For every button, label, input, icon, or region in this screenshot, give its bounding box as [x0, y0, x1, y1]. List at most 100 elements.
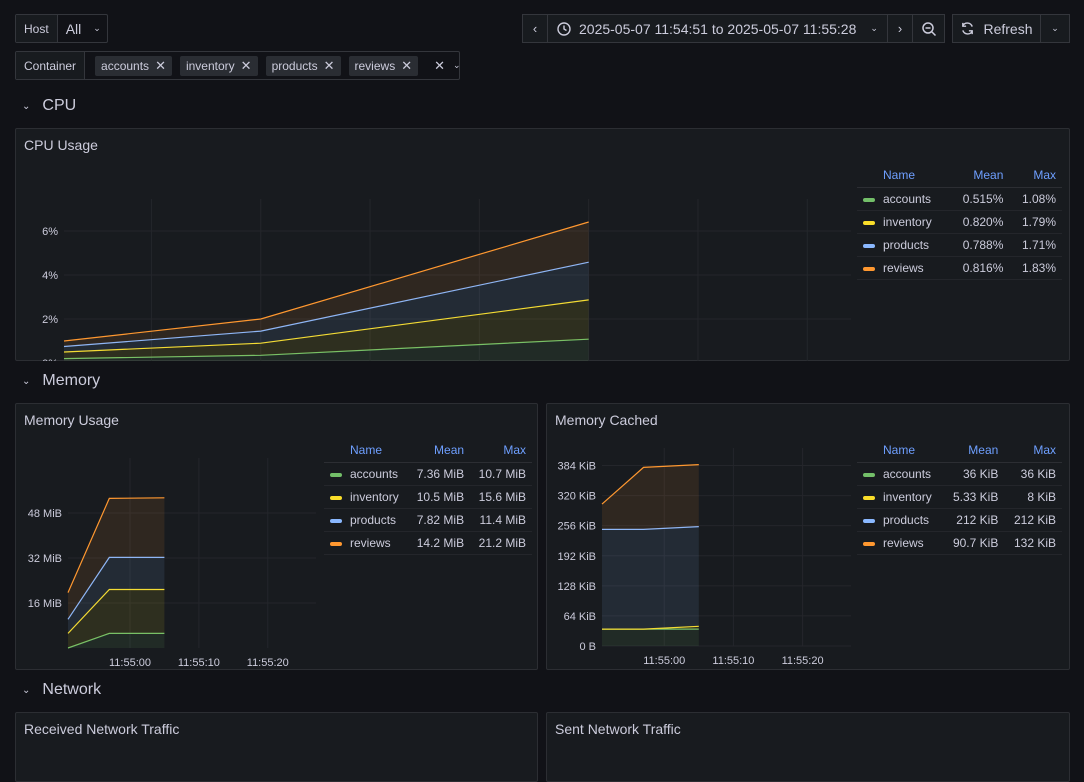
legend-row[interactable]: accounts 36 KiB 36 KiB: [857, 462, 1062, 486]
row-cpu[interactable]: ⌄ CPU: [22, 97, 76, 115]
legend-row[interactable]: products 212 KiB 212 KiB: [857, 508, 1062, 532]
host-variable[interactable]: Host All ⌄: [15, 14, 108, 43]
host-select[interactable]: All ⌄: [58, 15, 109, 42]
series-name: products: [350, 513, 397, 527]
legend-header-name[interactable]: Name: [857, 163, 950, 188]
remove-chip-icon[interactable]: ✕: [323, 57, 335, 73]
container-variable[interactable]: Container accounts ✕ inventory ✕ products ✕…: [15, 51, 461, 80]
series-max: 10.7 MiB: [470, 462, 532, 486]
series-name: reviews: [350, 536, 391, 550]
row-cpu-title: CPU: [42, 97, 77, 114]
y-tick-label: 4%: [42, 270, 58, 282]
legend-row[interactable]: accounts 7.36 MiB 10.7 MiB: [324, 462, 532, 486]
zoom-out-button[interactable]: [912, 14, 945, 43]
series-mean: 36 KiB: [943, 462, 1005, 486]
y-tick-label: 128 KiB: [557, 581, 596, 593]
legend-header-max[interactable]: Max: [1009, 163, 1062, 188]
container-chip-reviews: reviews ✕: [348, 55, 419, 76]
refresh-interval-dropdown[interactable]: ⌄: [1040, 14, 1070, 43]
time-range-text: 2025-05-07 11:54:51 to 2025-05-07 11:55:…: [579, 20, 857, 37]
time-shift-back-button[interactable]: ‹: [522, 14, 548, 43]
row-memory[interactable]: ⌄ Memory: [22, 372, 100, 390]
series-name: products: [883, 513, 930, 527]
refresh-button[interactable]: Refresh: [952, 14, 1041, 43]
series-name: inventory: [883, 215, 932, 229]
legend-row[interactable]: reviews 90.7 KiB 132 KiB: [857, 531, 1062, 555]
row-network[interactable]: ⌄ Network: [22, 681, 101, 699]
legend-row[interactable]: products 7.82 MiB 11.4 MiB: [324, 508, 532, 532]
y-tick-label: 64 KiB: [564, 611, 596, 623]
cpu-usage-legend: Name Mean Max accounts 0.515% 1.08% invent…: [857, 163, 1062, 280]
legend-row[interactable]: inventory 10.5 MiB 15.6 MiB: [324, 485, 532, 509]
legend-header-mean[interactable]: Mean: [949, 163, 1010, 188]
series-swatch: [863, 541, 875, 546]
chip-label: accounts: [101, 58, 150, 73]
series-mean: 14.2 MiB: [408, 531, 471, 555]
time-shift-forward-button[interactable]: ›: [887, 14, 913, 43]
series-name: products: [883, 238, 930, 252]
y-tick-label: 6%: [42, 226, 58, 238]
legend-header-max[interactable]: Max: [470, 438, 532, 463]
legend-row[interactable]: reviews 0.816% 1.83%: [857, 256, 1062, 280]
series-name: accounts: [883, 467, 932, 481]
remove-chip-icon[interactable]: ✕: [401, 57, 413, 73]
y-tick-label: 2%: [42, 314, 58, 326]
time-range-picker[interactable]: 2025-05-07 11:54:51 to 2025-05-07 11:55:…: [547, 14, 888, 43]
y-tick-label: 384 KiB: [557, 461, 596, 473]
host-select-value: All: [65, 20, 82, 37]
remove-chip-icon[interactable]: ✕: [155, 57, 166, 73]
zoom-out-icon: [921, 21, 936, 36]
series-mean: 0.816%: [949, 256, 1010, 280]
series-swatch: [863, 518, 875, 523]
series-max: 1.83%: [1009, 256, 1062, 280]
series-name: reviews: [883, 261, 924, 275]
series-swatch: [863, 197, 875, 202]
panel-title: Memory Cached: [555, 412, 658, 428]
legend-row[interactable]: reviews 14.2 MiB 21.2 MiB: [324, 531, 532, 555]
series-mean: 0.515%: [949, 187, 1010, 211]
remove-chip-icon[interactable]: ✕: [240, 57, 252, 73]
series-mean: 0.820%: [949, 210, 1010, 234]
chevron-down-icon: ⌄: [22, 375, 31, 387]
series-area: [602, 626, 699, 630]
legend-header-name[interactable]: Name: [324, 438, 409, 463]
container-chip-products: products ✕: [265, 55, 341, 76]
legend-row[interactable]: inventory 0.820% 1.79%: [857, 210, 1062, 234]
series-max: 132 KiB: [1004, 531, 1062, 555]
container-chip-accounts: accounts ✕: [95, 55, 172, 76]
series-area: [602, 464, 699, 530]
legend-header-mean[interactable]: Mean: [943, 438, 1005, 463]
sent-network-panel: Sent Network Traffic: [546, 712, 1070, 782]
series-line: [63, 221, 589, 342]
clear-all-icon[interactable]: ✕: [434, 57, 446, 73]
memory-cached-chart: 0 B 64 KiB 128 KiB 192 KiB 256 KiB 320 KiB 384…: [557, 448, 851, 667]
series-swatch: [863, 266, 875, 271]
legend-header-name[interactable]: Name: [857, 438, 944, 463]
legend-row[interactable]: inventory 5.33 KiB 8 KiB: [857, 485, 1062, 509]
series-mean: 90.7 KiB: [943, 531, 1005, 555]
series-mean: 7.82 MiB: [408, 508, 471, 532]
series-name: accounts: [883, 192, 932, 206]
clock-icon: [557, 21, 571, 36]
series-line: [602, 625, 699, 630]
series-mean: 7.36 MiB: [408, 462, 471, 486]
x-tick-label: 11:55:10: [712, 655, 754, 667]
series-line: [67, 588, 165, 634]
series-swatch: [330, 495, 342, 500]
series-name: reviews: [883, 536, 924, 550]
container-select[interactable]: accounts ✕ inventory ✕ products ✕ reviews ✕ …: [85, 52, 461, 79]
chevron-left-icon: ‹: [532, 21, 538, 36]
series-line: [63, 338, 589, 360]
series-line: [602, 526, 699, 531]
legend-row[interactable]: products 0.788% 1.71%: [857, 233, 1062, 257]
memory-cached-panel: Memory Cached 0 B 64 KiB 128 KiB 192 KiB 256…: [546, 403, 1070, 670]
legend-header-mean[interactable]: Mean: [408, 438, 471, 463]
panel-title: Memory Usage: [24, 412, 119, 428]
series-area: [68, 589, 165, 648]
legend-row[interactable]: accounts 0.515% 1.08%: [857, 187, 1062, 211]
series-swatch: [330, 472, 342, 477]
legend-header-max[interactable]: Max: [1004, 438, 1062, 463]
y-tick-label: 0 B: [579, 641, 596, 653]
series-name: inventory: [883, 490, 932, 504]
chevron-down-icon[interactable]: ⌄: [453, 60, 461, 70]
